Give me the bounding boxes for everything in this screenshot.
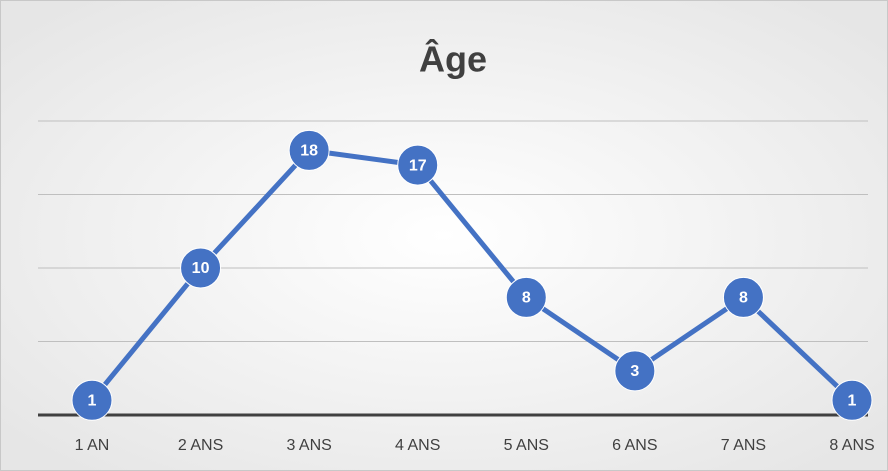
data-line [90, 147, 854, 403]
x-tick-label: 6 ANS [612, 437, 657, 454]
chart-title: Âge [419, 38, 487, 80]
data-point [614, 350, 656, 392]
x-tick-label: 2 ANS [178, 437, 223, 454]
data-label: 3 [630, 363, 639, 380]
x-tick-label: 1 AN [75, 437, 110, 454]
x-tick-label: 7 ANS [721, 437, 766, 454]
data-point [180, 247, 222, 289]
data-label: 8 [522, 290, 531, 307]
data-label: 8 [739, 290, 748, 307]
data-point [71, 379, 113, 421]
data-label: 1 [88, 393, 97, 410]
data-point [505, 276, 547, 318]
x-tick-label: 4 ANS [395, 437, 440, 454]
x-tick-label: 8 ANS [829, 437, 874, 454]
data-label: 18 [300, 143, 318, 160]
data-label: 10 [192, 260, 210, 277]
data-point [288, 129, 330, 171]
data-point [831, 379, 873, 421]
x-tick-label: 3 ANS [286, 437, 331, 454]
data-point [397, 144, 439, 186]
data-label: 1 [848, 393, 857, 410]
data-point [722, 276, 764, 318]
x-tick-label: 5 ANS [504, 437, 549, 454]
data-label: 17 [409, 157, 427, 174]
